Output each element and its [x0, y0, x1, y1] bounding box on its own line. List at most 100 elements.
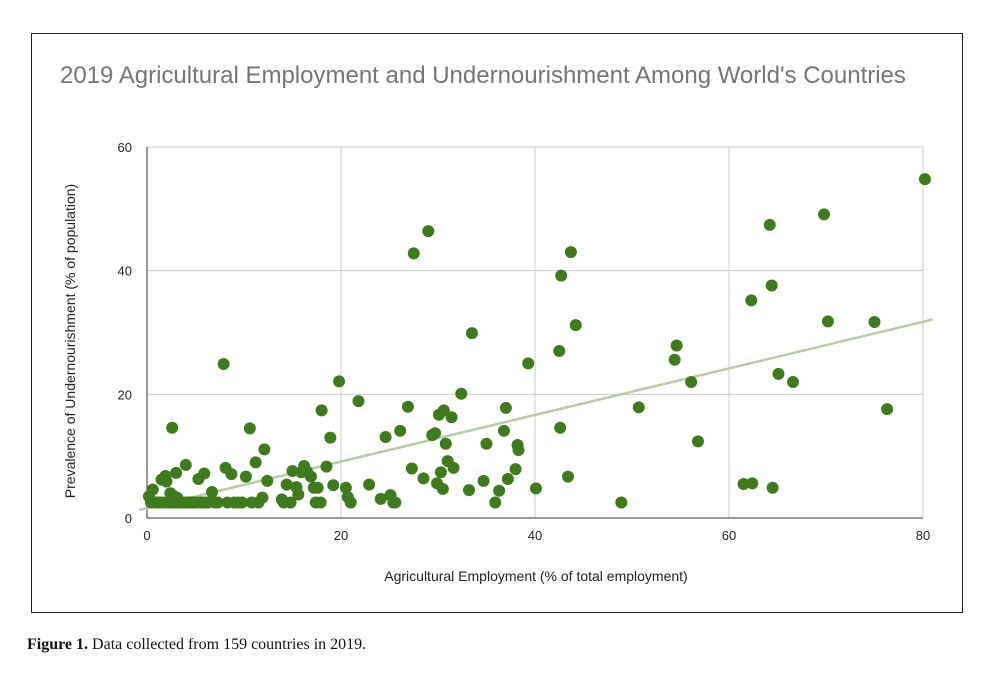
data-point — [746, 477, 759, 490]
data-points — [142, 173, 931, 509]
data-point — [304, 470, 317, 483]
data-point — [480, 437, 493, 450]
data-point — [554, 421, 567, 434]
data-point — [439, 437, 452, 450]
caption-label: Figure 1. — [27, 636, 89, 653]
data-point — [243, 422, 256, 435]
data-point — [198, 467, 211, 480]
data-point — [389, 496, 402, 509]
data-point — [436, 482, 449, 495]
data-point — [327, 479, 340, 492]
data-point — [417, 472, 430, 485]
gridlines — [147, 146, 924, 518]
figure-caption: Figure 1. Data collected from 159 countr… — [27, 636, 366, 654]
data-point — [818, 208, 831, 221]
data-point — [284, 496, 297, 509]
data-point — [437, 404, 450, 417]
data-point — [489, 496, 502, 509]
data-point — [763, 218, 776, 231]
data-point — [564, 246, 577, 259]
data-point — [766, 481, 779, 494]
data-point — [918, 173, 931, 186]
data-point — [497, 424, 510, 437]
data-point — [881, 403, 894, 416]
x-tick-label-40: 40 — [528, 528, 542, 543]
data-point — [821, 315, 834, 328]
chart-frame — [31, 33, 963, 613]
data-point — [447, 461, 460, 474]
data-point — [401, 400, 414, 413]
data-point — [379, 430, 392, 443]
data-point — [455, 387, 468, 400]
data-point — [236, 496, 249, 509]
data-point — [512, 443, 525, 456]
x-axis-label: Agricultural Employment (% of total empl… — [384, 568, 687, 584]
y-tick-label-40: 40 — [118, 264, 132, 279]
data-point — [311, 481, 324, 494]
data-point — [405, 462, 418, 475]
data-point — [463, 484, 476, 497]
data-point — [737, 477, 750, 490]
data-point — [465, 327, 478, 340]
data-point — [493, 484, 506, 497]
data-point — [509, 463, 522, 476]
data-point — [445, 411, 458, 424]
data-point — [422, 225, 435, 238]
data-point — [239, 470, 252, 483]
data-point — [434, 466, 447, 479]
data-point — [256, 491, 269, 504]
data-point — [555, 269, 568, 282]
chart-title: 2019 Agricultural Employment and Underno… — [60, 62, 906, 89]
data-point — [429, 427, 442, 440]
x-tick-label-80: 80 — [916, 528, 930, 543]
data-point — [522, 357, 535, 370]
data-point — [258, 443, 271, 456]
x-tick-label-20: 20 — [334, 528, 348, 543]
data-point — [499, 401, 512, 414]
x-tick-label-60: 60 — [722, 528, 736, 543]
data-point — [280, 478, 293, 491]
data-point — [211, 496, 224, 509]
data-point — [315, 404, 328, 417]
data-point — [772, 367, 785, 380]
data-point — [374, 492, 387, 505]
data-point — [225, 468, 238, 481]
data-point — [670, 339, 683, 352]
data-point — [324, 431, 337, 444]
data-point — [868, 315, 881, 328]
data-point — [569, 319, 582, 332]
tick-labels: 0 20 40 60 80 0 20 40 60 — [118, 140, 931, 543]
data-point — [314, 496, 327, 509]
data-point — [407, 247, 420, 260]
trendline — [138, 318, 933, 512]
data-point — [529, 482, 542, 495]
data-point — [561, 470, 574, 483]
data-point — [249, 456, 262, 469]
data-point — [320, 460, 333, 473]
data-point — [685, 375, 698, 388]
data-point — [333, 375, 346, 388]
data-point — [615, 496, 628, 509]
data-point — [501, 473, 514, 486]
y-tick-label-0: 0 — [125, 511, 132, 526]
data-point — [477, 474, 490, 487]
data-point — [160, 475, 173, 488]
data-point — [166, 421, 179, 434]
data-point — [292, 488, 305, 501]
data-point — [344, 496, 357, 509]
data-point — [787, 375, 800, 388]
data-point — [170, 466, 183, 479]
data-point — [352, 395, 365, 408]
y-tick-label-60: 60 — [118, 140, 132, 155]
caption-text: Data collected from 159 countries in 201… — [88, 636, 367, 653]
data-point — [217, 358, 230, 371]
axes — [146, 147, 923, 519]
data-point — [261, 474, 274, 487]
data-point — [179, 458, 192, 471]
y-axis-label: Prevalence of Undernourishment (% of pop… — [62, 184, 78, 498]
data-point — [765, 279, 778, 292]
data-point — [394, 424, 407, 437]
data-point — [745, 294, 758, 307]
y-tick-label-20: 20 — [118, 387, 132, 402]
